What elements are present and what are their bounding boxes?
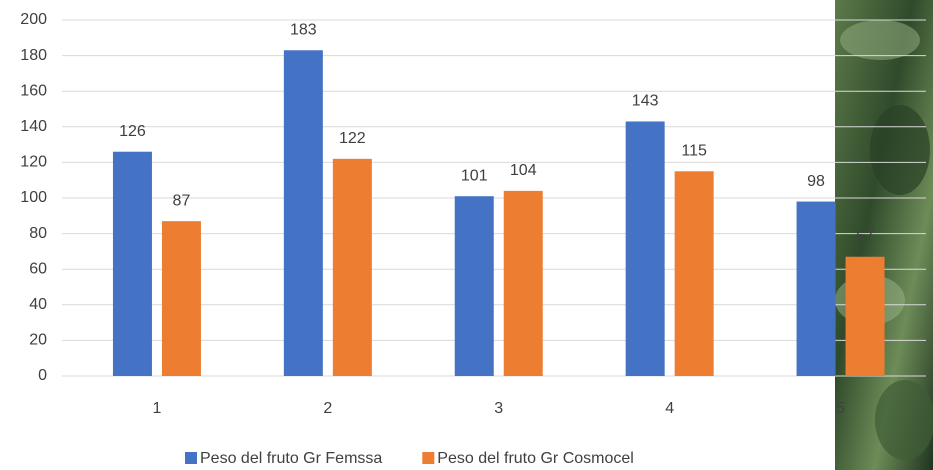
- y-tick-label: 180: [20, 47, 47, 64]
- bar: [797, 202, 836, 376]
- bar: [626, 121, 665, 376]
- legend-swatch: [185, 452, 197, 464]
- y-tick-label: 140: [20, 118, 47, 135]
- value-label: 67: [856, 228, 874, 245]
- bar: [162, 221, 201, 376]
- x-tick-label: 1: [152, 400, 161, 417]
- bar: [455, 196, 494, 376]
- x-tick-label: 2: [323, 400, 332, 417]
- value-label: 122: [339, 130, 366, 147]
- value-label: 183: [290, 21, 317, 38]
- value-label: 115: [681, 143, 707, 160]
- y-tick-label: 20: [29, 332, 47, 349]
- y-tick-label: 200: [20, 11, 47, 28]
- bar: [504, 191, 543, 376]
- chart: 0 20 40 60 80 100 120 140 160 180 200 1 126 87 2 183 122…: [0, 0, 933, 470]
- value-label: 104: [510, 162, 537, 179]
- y-tick-label: 60: [29, 260, 47, 277]
- y-tick-label: 80: [29, 225, 47, 242]
- bar: [113, 152, 152, 376]
- bar: [846, 257, 885, 376]
- value-label: 98: [807, 173, 825, 190]
- x-tick-label: 5: [836, 400, 845, 417]
- bar: [675, 171, 714, 376]
- value-label: 87: [173, 192, 191, 209]
- legend-label: Peso del fruto Gr Femssa: [200, 450, 382, 467]
- value-label: 126: [119, 123, 146, 140]
- value-label: 143: [632, 93, 659, 110]
- background-photo: [835, 0, 933, 470]
- x-tick-label: 3: [494, 400, 503, 417]
- y-tick-label: 160: [20, 82, 47, 99]
- y-tick-label: 40: [29, 296, 47, 313]
- legend-label: Peso del fruto Gr Cosmocel: [437, 450, 634, 467]
- legend-swatch: [422, 452, 434, 464]
- y-tick-label: 120: [20, 154, 47, 171]
- x-tick-label: 4: [665, 400, 674, 417]
- y-tick-label: 100: [20, 189, 47, 206]
- value-label: 101: [461, 167, 488, 184]
- y-tick-label: 0: [38, 367, 47, 384]
- bar: [284, 50, 323, 376]
- bar: [333, 159, 372, 376]
